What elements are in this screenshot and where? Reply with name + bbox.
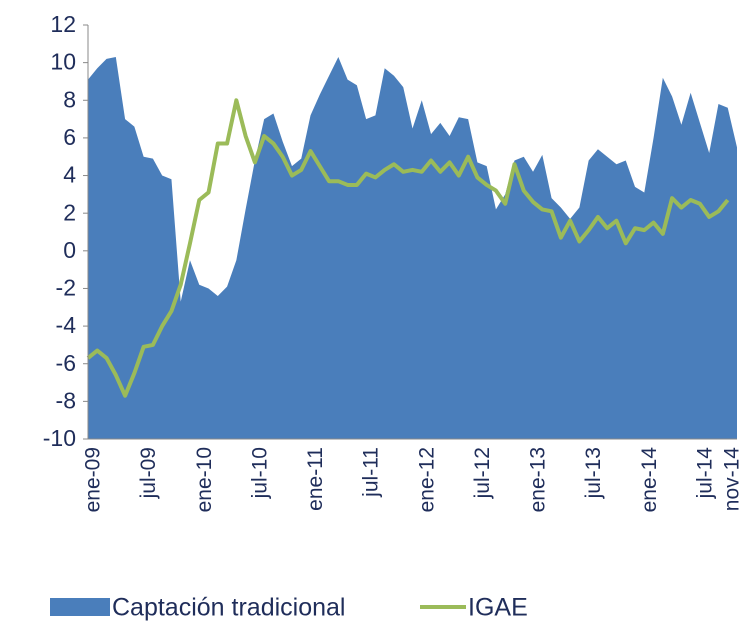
y-tick-label: 8	[63, 86, 76, 112]
area	[88, 56, 737, 440]
y-tick-label: -8	[56, 387, 76, 413]
x-tick-label: ene-11	[304, 447, 327, 511]
y-tick-label: 0	[63, 237, 76, 263]
x-tick-label: jul-12	[471, 447, 494, 499]
x-tick-label: jul-13	[582, 447, 605, 499]
y-tick-label: 6	[63, 124, 76, 150]
y-tick-label: 4	[63, 162, 76, 188]
x-tick-label: ene-13	[527, 447, 550, 512]
y-tick-label: -10	[43, 425, 76, 451]
y-tick-label: -6	[56, 350, 76, 376]
y-tick-label: 12	[50, 11, 76, 37]
legend-swatch-area	[50, 598, 110, 616]
x-tick-label: jul-10	[248, 447, 271, 499]
legend-label: Captación tradicional	[112, 594, 345, 622]
x-tick-label: nov-14	[721, 447, 743, 512]
legend-label: IGAE	[468, 594, 528, 622]
plot: -10 -8 -6 -4 -2 0 2 4 6 8 10 12 ene-09 jul-09 ene-10 ju…	[43, 11, 743, 512]
y-tick-label: 10	[50, 49, 76, 75]
x-tick-label: ene-12	[415, 447, 438, 512]
x-tick-label: ene-10	[193, 447, 216, 512]
x-tick-label: jul-14	[693, 447, 716, 500]
y-tick-label: 2	[63, 199, 76, 225]
x-tick-label: jul-09	[137, 447, 160, 499]
line	[86, 98, 730, 398]
y-tick-label: -2	[56, 275, 76, 301]
x-tick-label: ene-14	[638, 447, 661, 513]
y-tick-label: -4	[56, 312, 77, 338]
x-tick-label: ene-09	[82, 447, 105, 512]
x-tick-label: jul-11	[360, 447, 383, 498]
